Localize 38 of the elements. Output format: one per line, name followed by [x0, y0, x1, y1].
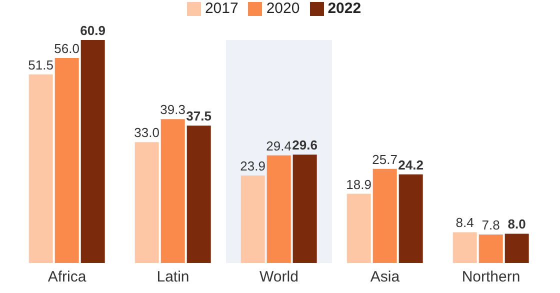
data-label: 37.5 [186, 108, 212, 124]
bar [504, 234, 529, 263]
data-label: 33.0 [134, 125, 160, 140]
data-label: 25.7 [372, 152, 398, 167]
x-tick-label: Asia [370, 268, 400, 286]
x-tick-label: Africa [48, 268, 87, 286]
bar [240, 175, 265, 263]
bar [452, 232, 477, 263]
legend-label: 2022 [328, 0, 362, 17]
bar [160, 119, 185, 263]
bar [186, 126, 211, 263]
bar [54, 58, 79, 263]
bar [478, 234, 503, 263]
data-label: 60.9 [80, 23, 106, 38]
data-label: 29.6 [292, 138, 318, 153]
data-label: 8.0 [508, 216, 526, 232]
bar [266, 155, 291, 263]
x-tick-label: World [260, 268, 298, 286]
x-tick-label: Northern [462, 268, 520, 286]
legend-label: 2017 [204, 0, 238, 17]
data-label: 7.8 [482, 217, 500, 232]
data-label: 29.4 [266, 138, 292, 154]
data-label: 39.3 [160, 102, 186, 118]
data-label: 18.9 [346, 176, 372, 192]
data-label: 56.0 [54, 40, 80, 56]
bar [346, 194, 371, 263]
bar [80, 40, 105, 263]
bar [28, 74, 53, 263]
bar [292, 154, 317, 263]
data-label: 51.5 [28, 57, 54, 72]
bar [398, 174, 423, 263]
bar [372, 168, 397, 263]
data-label: 23.9 [240, 158, 266, 174]
x-tick-label: Latin [156, 268, 190, 286]
data-label: 8.4 [456, 215, 474, 230]
bar [134, 142, 159, 263]
legend-label: 2020 [266, 0, 300, 17]
data-label: 24.2 [398, 157, 424, 172]
